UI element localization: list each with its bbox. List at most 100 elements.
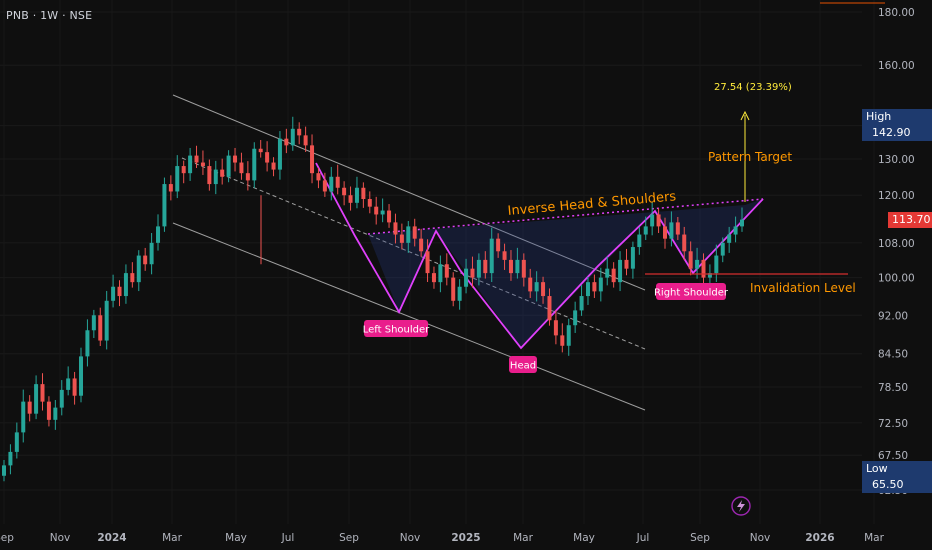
time-tick-label: May bbox=[225, 532, 247, 544]
candle bbox=[419, 228, 424, 257]
time-tick-label: Jul bbox=[636, 532, 650, 544]
time-tick-label: Jul bbox=[281, 532, 295, 544]
candle bbox=[271, 157, 276, 177]
right-shoulder-label: Right Shoulder bbox=[654, 288, 729, 299]
candle bbox=[220, 158, 225, 185]
candle bbox=[207, 159, 212, 191]
candle bbox=[8, 444, 13, 475]
lightning-icon[interactable] bbox=[731, 496, 751, 516]
candle bbox=[470, 256, 475, 288]
candle bbox=[515, 247, 520, 279]
candle bbox=[342, 181, 347, 206]
candle bbox=[14, 422, 19, 459]
candle bbox=[740, 207, 744, 232]
low-value: 65.50 bbox=[872, 478, 904, 491]
candle bbox=[464, 258, 469, 294]
pattern-drawing bbox=[315, 162, 764, 350]
target-arrow-head bbox=[740, 110, 750, 121]
candle bbox=[720, 237, 725, 263]
candle bbox=[123, 264, 128, 304]
candle bbox=[637, 226, 642, 255]
candle bbox=[508, 250, 513, 281]
candle bbox=[579, 285, 584, 316]
candle bbox=[329, 166, 334, 201]
price-tick-label: 130.00 bbox=[878, 154, 915, 166]
candle bbox=[46, 396, 51, 427]
symbol-title[interactable]: PNB · 1W · NSE bbox=[6, 9, 93, 22]
candle bbox=[611, 262, 616, 288]
candle bbox=[438, 255, 443, 293]
low-badge: Low 65.50 bbox=[862, 461, 932, 493]
candle bbox=[226, 150, 231, 183]
candle bbox=[688, 241, 693, 276]
price-tick-label: 84.50 bbox=[878, 349, 908, 361]
price-axis[interactable]: 180.00160.00140.00130.00120.00108.00100.… bbox=[878, 7, 915, 497]
candle bbox=[21, 389, 26, 443]
candle bbox=[59, 380, 64, 416]
candle bbox=[354, 176, 359, 209]
pattern-fill bbox=[368, 199, 763, 348]
left-shoulder-label: Left Shoulder bbox=[363, 325, 430, 336]
candle bbox=[592, 274, 597, 298]
candle bbox=[457, 279, 462, 310]
candle bbox=[316, 167, 321, 189]
time-tick-label: Mar bbox=[162, 532, 182, 544]
candle bbox=[650, 202, 655, 236]
candle bbox=[66, 366, 71, 396]
time-axis[interactable]: Sep Nov 2024 Mar May Jul Sep Nov 2025 Mar May Jul Se… bbox=[0, 532, 885, 544]
time-tick-label: 2025 bbox=[451, 532, 480, 544]
descending-channel bbox=[172, 94, 646, 411]
candle bbox=[40, 373, 45, 411]
candle bbox=[476, 253, 481, 286]
time-tick-label: 2024 bbox=[97, 532, 126, 544]
candle bbox=[258, 140, 263, 158]
price-tick-label: 100.00 bbox=[878, 273, 915, 285]
price-tick-label: 180.00 bbox=[878, 7, 915, 19]
candle bbox=[175, 155, 180, 199]
channel-line bbox=[172, 94, 646, 291]
candle bbox=[111, 274, 116, 308]
price-tick-label: 160.00 bbox=[878, 60, 915, 72]
candle bbox=[136, 250, 141, 292]
low-label: Low bbox=[866, 462, 888, 475]
candle bbox=[573, 301, 578, 333]
channel-line bbox=[172, 222, 646, 411]
candle bbox=[2, 459, 6, 482]
candle bbox=[566, 318, 571, 356]
candle bbox=[412, 218, 417, 247]
candle bbox=[714, 244, 719, 283]
pattern-zigzag bbox=[315, 162, 764, 350]
candle bbox=[194, 145, 199, 168]
candle bbox=[233, 147, 238, 172]
time-tick-label: 2026 bbox=[805, 532, 834, 544]
last-price-value: 113.70 bbox=[892, 213, 931, 226]
price-tick-label: 67.50 bbox=[878, 450, 908, 462]
candle bbox=[534, 271, 539, 302]
candle bbox=[104, 290, 109, 350]
candle bbox=[624, 248, 629, 276]
candle bbox=[143, 247, 148, 271]
candle bbox=[367, 191, 372, 214]
candle bbox=[239, 152, 244, 180]
candle bbox=[284, 128, 289, 154]
candle bbox=[682, 226, 687, 261]
candle bbox=[297, 122, 302, 145]
candle bbox=[213, 160, 218, 195]
candle bbox=[53, 399, 58, 430]
candle bbox=[489, 227, 494, 283]
candle bbox=[168, 175, 173, 201]
candle bbox=[380, 198, 385, 223]
candle bbox=[560, 323, 565, 353]
candle bbox=[656, 207, 661, 234]
head-label: Head bbox=[510, 361, 536, 372]
candle bbox=[117, 280, 122, 307]
candle bbox=[502, 243, 507, 270]
candle bbox=[541, 276, 546, 304]
price-tick-label: 108.00 bbox=[878, 238, 915, 250]
candle bbox=[451, 272, 456, 307]
candle bbox=[85, 319, 90, 367]
head-label-bg bbox=[509, 356, 537, 373]
neckline bbox=[367, 198, 764, 235]
